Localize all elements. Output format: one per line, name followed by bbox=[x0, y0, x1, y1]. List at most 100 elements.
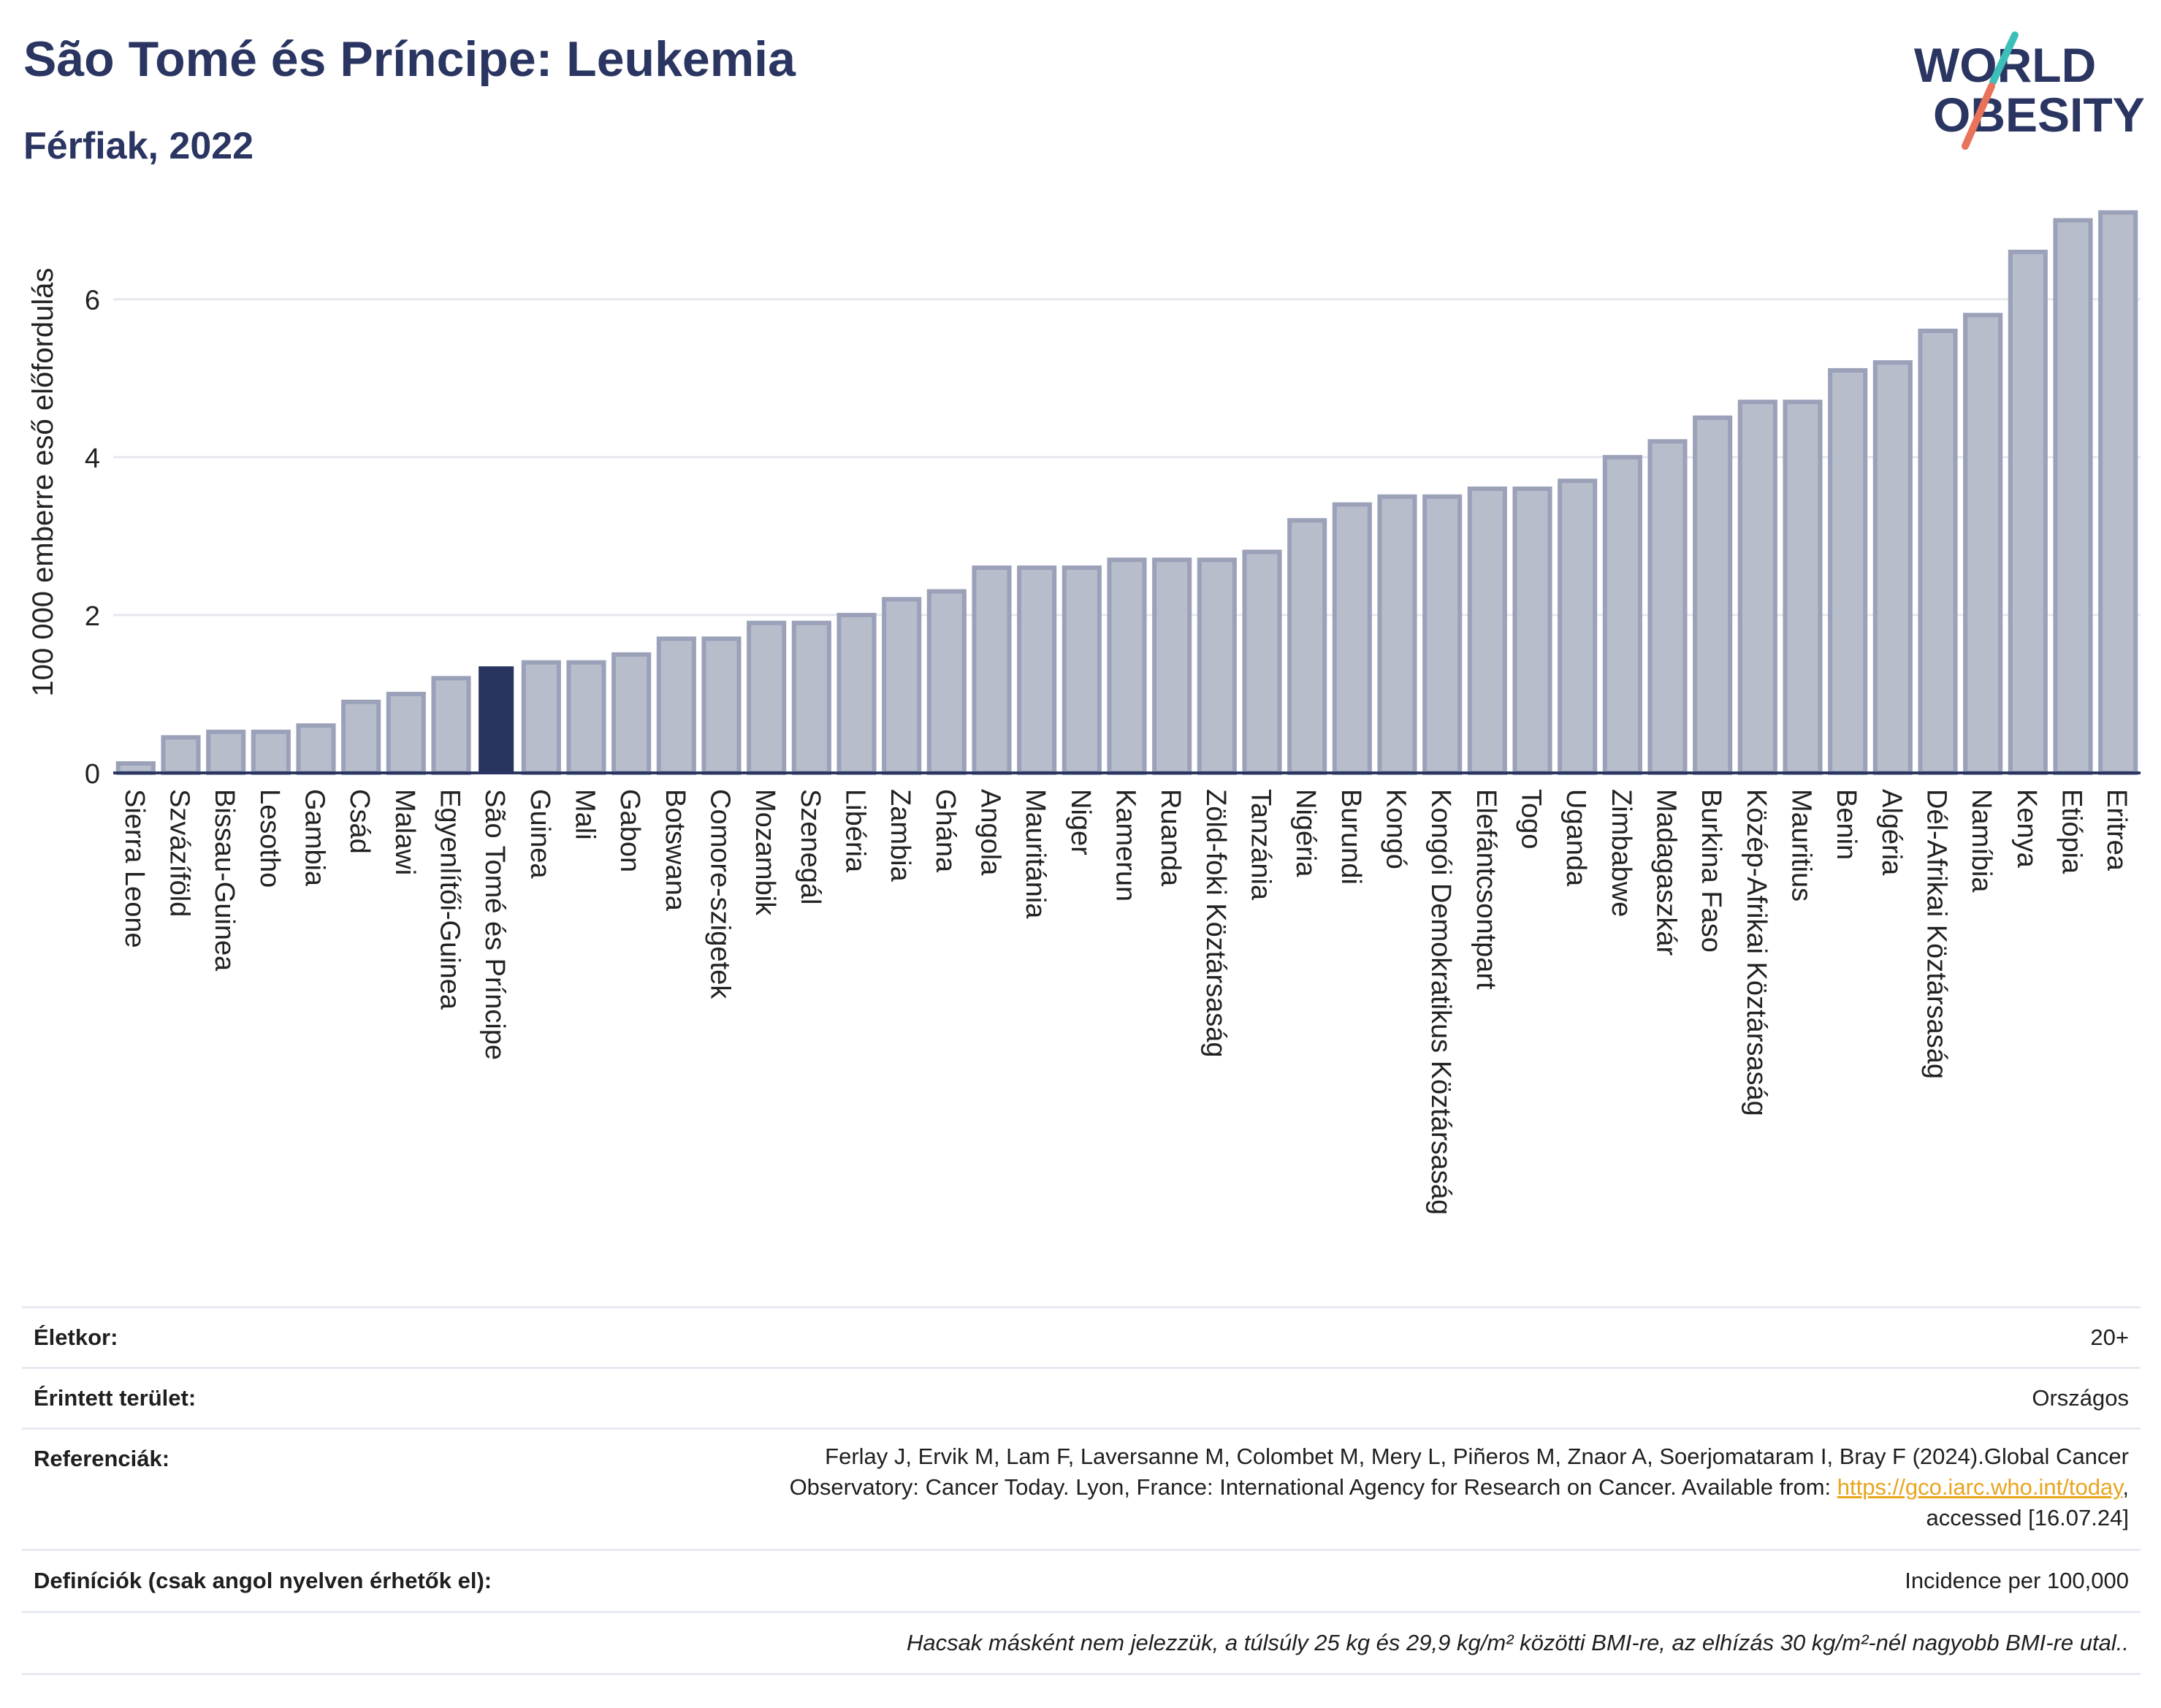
bar-33 bbox=[1558, 479, 1598, 775]
y-tick-label-2: 2 bbox=[85, 601, 100, 632]
x-tick-label-13: Botswana bbox=[660, 789, 690, 912]
logo-line1: WORLD bbox=[1914, 38, 2096, 92]
bar-11 bbox=[566, 660, 606, 775]
x-tick-label-7: Malawi bbox=[389, 789, 420, 875]
references-line2-end: , bbox=[2122, 1474, 2129, 1500]
x-tick-label-42: Namíbia bbox=[1966, 789, 1997, 893]
x-tick-label-2: Szvázíföld bbox=[164, 789, 195, 917]
x-tick-label-26: Tanzánia bbox=[1246, 789, 1276, 901]
bar-14 bbox=[701, 636, 742, 775]
bar-24 bbox=[1152, 557, 1192, 775]
references-line2: Observatory: Cancer Today. Lyon, France:… bbox=[789, 1474, 1837, 1500]
bar-44 bbox=[2053, 218, 2093, 776]
bar-19 bbox=[926, 589, 967, 775]
note-row: Hacsak másként nem jelezzük, a túlsúly 2… bbox=[22, 1611, 2141, 1675]
x-tick-label-24: Ruanda bbox=[1155, 789, 1186, 887]
x-tick-label-16: Szenegál bbox=[795, 789, 826, 904]
bar-13 bbox=[656, 636, 696, 775]
references-label: Referenciák: bbox=[34, 1446, 170, 1471]
x-tick-label-5: Gambia bbox=[300, 789, 330, 887]
x-tick-label-10: Guinea bbox=[525, 789, 555, 879]
x-tick-label-15: Mozambik bbox=[750, 789, 780, 916]
x-tick-label-1: Sierra Leone bbox=[119, 789, 150, 948]
bar-30 bbox=[1422, 494, 1463, 775]
chart-title: São Tomé és Príncipe: Leukemia bbox=[23, 31, 796, 87]
references-row: Referenciák: Ferlay J, Ervik M, Lam F, L… bbox=[22, 1427, 2141, 1549]
y-tick-label-0: 0 bbox=[85, 759, 100, 790]
bar-8 bbox=[431, 676, 471, 775]
bars bbox=[115, 210, 2138, 776]
logo-slash-teal-icon bbox=[1989, 31, 2019, 85]
logo-slash-coral-icon bbox=[1962, 83, 1995, 150]
bar-45 bbox=[2098, 210, 2138, 775]
x-tick-label-29: Kongó bbox=[1381, 789, 1411, 869]
x-tick-label-8: Egyenlítői-Guinea bbox=[435, 789, 465, 1010]
bar-29 bbox=[1377, 494, 1417, 775]
bar-41 bbox=[1918, 328, 1958, 775]
axes: 0 2 4 6 bbox=[85, 286, 2141, 790]
age-value: 20+ bbox=[2090, 1324, 2129, 1350]
x-tick-label-35: Madagaszkár bbox=[1651, 789, 1682, 956]
metadata-table: Életkor: 20+ Érintett terület: Országos … bbox=[22, 1306, 2141, 1675]
bar-35 bbox=[1647, 439, 1688, 776]
x-tick-label-33: Uganda bbox=[1560, 789, 1591, 887]
x-tick-label-27: Nigéria bbox=[1290, 789, 1321, 877]
references-line1: Ferlay J, Ervik M, Lam F, Laversanne M, … bbox=[825, 1444, 2129, 1469]
bar-21 bbox=[1017, 565, 1057, 775]
bar-26 bbox=[1242, 549, 1282, 775]
bar-6 bbox=[341, 699, 381, 775]
bar-42 bbox=[1963, 313, 2003, 775]
definitions-value: Incidence per 100,000 bbox=[1905, 1568, 2129, 1593]
category-labels: Sierra Leone Szvázíföld Bissau-Guinea Lesot… bbox=[119, 789, 2132, 1215]
y-tick-label-4: 4 bbox=[85, 443, 100, 474]
bar-3 bbox=[206, 729, 246, 775]
bar-9 bbox=[479, 666, 514, 773]
bar-28 bbox=[1332, 502, 1372, 775]
definitions-label: Definíciók (csak angol nyelven érhetők e… bbox=[34, 1568, 492, 1593]
x-tick-label-30: Kongói Demokratikus Köztársaság bbox=[1425, 789, 1456, 1215]
bar-15 bbox=[747, 620, 787, 776]
age-row: Életkor: 20+ bbox=[22, 1306, 2141, 1367]
bar-25 bbox=[1197, 557, 1237, 775]
y-axis-label: 100 000 emberre eső előfordulás bbox=[27, 267, 59, 696]
x-tick-label-37: Közép-Afrikai Köztársaság bbox=[1741, 789, 1772, 1116]
bar-5 bbox=[296, 723, 336, 776]
bar-38 bbox=[1783, 400, 1823, 776]
references-link[interactable]: https://gco.iarc.who.int/today bbox=[1837, 1474, 2123, 1500]
chart-subtitle: Férfiak, 2022 bbox=[23, 125, 254, 167]
bar-20 bbox=[972, 565, 1012, 775]
x-tick-label-22: Niger bbox=[1065, 789, 1096, 855]
x-tick-label-25: Zöld-foki Köztársaság bbox=[1200, 789, 1231, 1058]
x-tick-label-41: Dél-Afrikai Köztársaság bbox=[1921, 789, 1952, 1079]
age-label: Életkor: bbox=[34, 1324, 118, 1350]
x-tick-label-18: Zambia bbox=[885, 789, 915, 882]
x-tick-label-36: Burkina Faso bbox=[1696, 789, 1726, 953]
x-tick-label-21: Mauritánia bbox=[1020, 789, 1051, 919]
bar-31 bbox=[1467, 487, 1507, 775]
x-tick-label-34: Zimbabwe bbox=[1606, 789, 1636, 917]
definitions-row: Definíciók (csak angol nyelven érhetők e… bbox=[22, 1549, 2141, 1611]
bar-22 bbox=[1062, 565, 1102, 775]
bar-2 bbox=[161, 735, 201, 775]
bar-10 bbox=[521, 660, 561, 775]
references-value: Ferlay J, Ervik M, Lam F, Laversanne M, … bbox=[790, 1441, 2141, 1533]
world-obesity-logo: WORLD OBESITY bbox=[1914, 31, 2145, 150]
bar-7 bbox=[386, 691, 426, 776]
x-tick-label-40: Algéria bbox=[1876, 789, 1907, 876]
bar-39 bbox=[1828, 367, 1868, 775]
x-tick-label-32: Togo bbox=[1516, 789, 1547, 849]
area-label: Érintett terület: bbox=[34, 1385, 197, 1411]
x-tick-label-3: Bissau-Guinea bbox=[209, 789, 240, 972]
area-value: Országos bbox=[2032, 1385, 2129, 1411]
x-tick-label-19: Ghána bbox=[930, 789, 961, 873]
x-tick-label-31: Elefántcsontpart bbox=[1471, 789, 1501, 990]
bar-36 bbox=[1693, 415, 1733, 775]
x-tick-label-12: Gabon bbox=[614, 789, 645, 872]
bar-27 bbox=[1287, 518, 1327, 775]
bar-4 bbox=[251, 729, 291, 775]
bar-40 bbox=[1872, 360, 1913, 776]
x-tick-label-20: Angola bbox=[975, 789, 1006, 876]
note-text: Hacsak másként nem jelezzük, a túlsúly 2… bbox=[907, 1630, 2129, 1655]
bar-17 bbox=[836, 612, 877, 776]
bar-12 bbox=[611, 652, 652, 776]
